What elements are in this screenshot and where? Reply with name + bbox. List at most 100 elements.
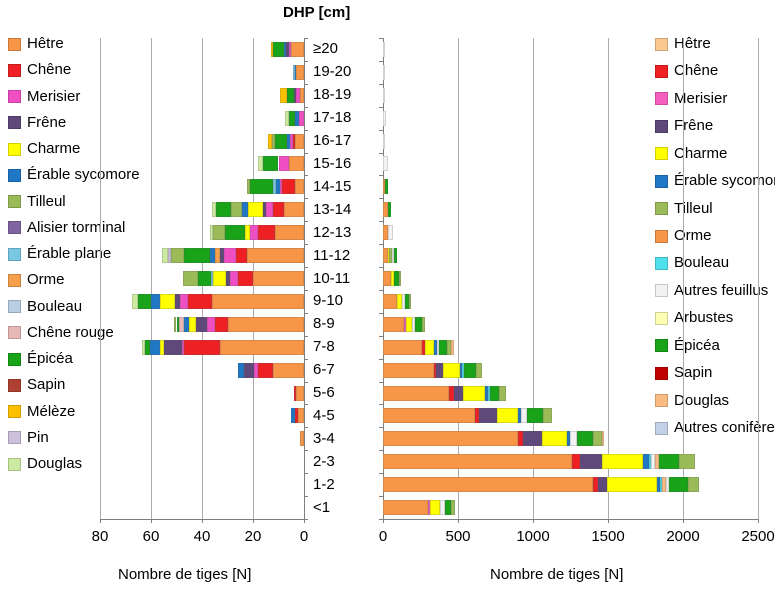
bar-segment-autres_feuillus	[436, 339, 439, 355]
legend-right-item-charme: Charme	[655, 146, 727, 161]
bar-segment-epicea	[263, 156, 279, 172]
bar-segment-frene	[219, 248, 224, 264]
category-tick	[304, 427, 308, 429]
bar-segment-hetre	[288, 156, 304, 172]
category-tick	[379, 129, 383, 131]
autres_coniferes-swatch-icon	[655, 421, 668, 435]
category-tick	[379, 198, 383, 200]
category-tick	[379, 335, 383, 337]
bar-segment-tilleul	[389, 248, 392, 264]
category-label: 9-10	[313, 292, 344, 310]
legend-left-label: Chêne	[27, 61, 72, 79]
legend-right-label: Autres feuillus	[674, 281, 769, 299]
bar-segment-epicea	[274, 133, 288, 149]
bar-segment-erable_sycomore	[566, 431, 570, 447]
bar-segment-merisier	[230, 271, 238, 286]
category-label: 13-14	[313, 200, 352, 218]
legend-right-label: Merisier	[674, 89, 728, 107]
category-label: 7-8	[313, 338, 335, 356]
category-tick	[304, 83, 308, 85]
legend-left-item-merisier: Merisier	[8, 89, 80, 104]
bar-segment-epicea	[176, 316, 180, 332]
bar-segment-orme	[383, 225, 388, 241]
bar-segment-tilleul	[446, 339, 452, 355]
bar-segment-autres_feuillus	[392, 248, 395, 264]
frene-swatch-icon	[655, 119, 668, 133]
bar-segment-epicea	[659, 454, 679, 470]
category-tick	[304, 221, 308, 223]
category-label: 15-16	[313, 154, 352, 172]
legend-left-label: Douglas	[27, 455, 83, 472]
bar-segment-tilleul	[678, 454, 695, 470]
bouleau-swatch-icon	[655, 256, 668, 270]
category-tick	[379, 450, 383, 452]
legend-left-label: Mélèze	[27, 402, 76, 420]
category-label: 18-19	[313, 86, 352, 104]
bar-segment-tilleul	[408, 293, 411, 309]
bouleau-swatch-icon	[8, 300, 21, 313]
legend-left-item-douglas: Douglas	[8, 455, 83, 472]
bar-segment-douglas	[662, 477, 666, 493]
category-label: 8-9	[313, 315, 335, 333]
bar-segment-merisier	[404, 316, 407, 332]
legend-left-item-pin: Pin	[8, 430, 49, 445]
bar-segment-tilleul	[173, 316, 177, 332]
tilleul-swatch-icon	[655, 202, 668, 216]
bar-segment-autres_feuillus	[440, 500, 445, 516]
right-axis-tick-label: 2500	[741, 528, 775, 545]
right-gridline	[458, 38, 459, 519]
category-tick	[379, 175, 383, 177]
left-axis-tick-label: 0	[299, 528, 309, 545]
charme-swatch-icon	[655, 147, 668, 161]
legend-left-item-orme: Orme	[8, 272, 65, 287]
category-tick	[304, 267, 308, 269]
left-axis-tick-label: 40	[193, 528, 211, 545]
bar-segment-hetre	[283, 202, 304, 218]
legend-right-item-erable_sycomore: Érable sycomore	[655, 172, 775, 190]
bar-segment-epicea	[576, 431, 594, 447]
legend-left-label: Sapin	[27, 376, 66, 394]
bar-segment-merisier	[223, 248, 237, 264]
legend-left-item-bouleau: Bouleau	[8, 299, 82, 314]
bar-segment-erable_sycomore	[237, 362, 245, 378]
bar-segment-frene	[226, 271, 231, 286]
bar-segment-chene	[434, 362, 437, 378]
legend-left-item-erable_sycomore: Érable sycomore	[8, 167, 140, 182]
legend-right-label: Sapin	[674, 364, 713, 382]
bar-segment-frene	[244, 362, 255, 378]
left-x-axis-title: Nombre de tiges [N]	[118, 566, 252, 583]
bar-segment-charme	[425, 339, 434, 355]
category-tick	[379, 473, 383, 475]
legend-right-label: Érable sycomore	[674, 172, 775, 190]
category-label: 5-6	[313, 384, 335, 402]
right-gridline	[533, 38, 534, 519]
bar-segment-tilleul	[246, 179, 251, 195]
bar-segment-chene	[258, 362, 274, 378]
bar-segment-chene	[449, 385, 454, 401]
bar-segment-erable_sycomore	[485, 385, 488, 401]
bar-segment-douglas	[284, 110, 289, 126]
bar-segment-erable_sycomore	[275, 179, 280, 195]
bar-segment-tilleul	[213, 225, 225, 241]
category-tick	[304, 519, 308, 520]
bar-segment-charme	[462, 385, 485, 401]
bar-segment-orme	[383, 500, 428, 516]
legend-right-label: Hêtre	[674, 35, 711, 52]
bar-segment-hetre	[296, 64, 304, 80]
bar-segment-charme	[542, 431, 567, 447]
bar-segment-autres_feuillus	[387, 225, 393, 241]
legend-left-label: Frêne	[27, 113, 67, 131]
bar-segment-chene	[518, 431, 523, 447]
bar-segment-douglas	[142, 339, 145, 355]
legend-left-label: Alisier torminal	[27, 218, 126, 236]
bar-segment-autres_feuillus	[401, 293, 405, 309]
legend-right-label: Bouleau	[674, 254, 730, 272]
bar-segment-douglas	[209, 225, 214, 241]
bar-segment-frene	[579, 454, 602, 470]
category-tick	[379, 83, 383, 85]
bar-segment-chene	[422, 339, 425, 355]
bar-segment-douglas	[451, 339, 454, 355]
right-bottom-axis	[383, 519, 758, 520]
bar-segment-orme	[383, 202, 389, 218]
bar-segment-tilleul	[687, 477, 699, 493]
